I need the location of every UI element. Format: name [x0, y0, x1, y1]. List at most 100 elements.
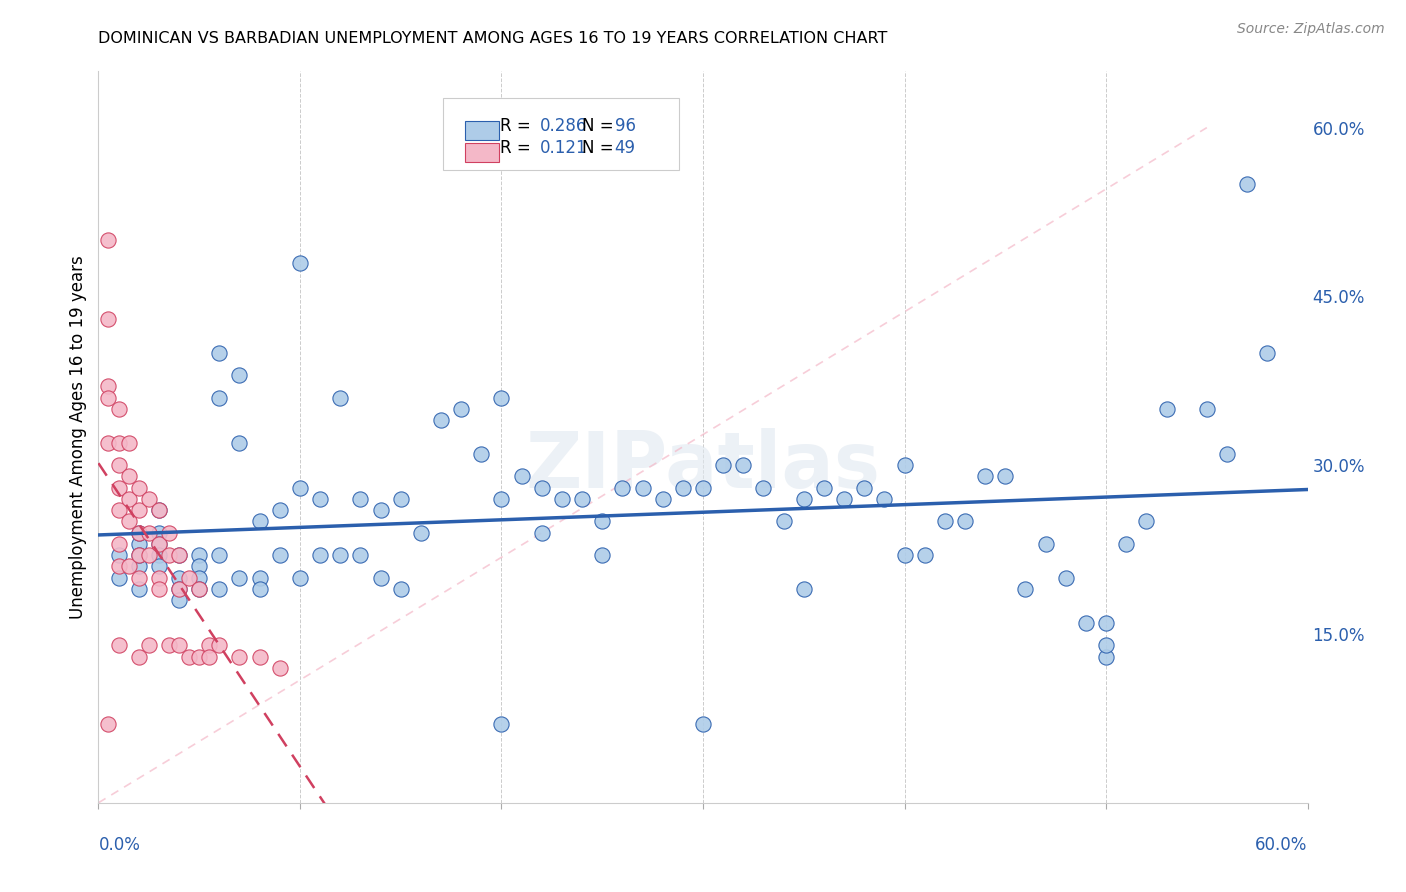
Point [1216, 447, 1239, 461]
Point [370, 571, 392, 585]
Point [1035, 537, 1057, 551]
Point [510, 469, 533, 483]
Point [148, 571, 170, 585]
Point [97, 233, 120, 247]
Point [188, 649, 211, 664]
Point [188, 559, 211, 574]
Point [167, 638, 190, 652]
Text: 0.121: 0.121 [540, 139, 588, 157]
Point [853, 481, 876, 495]
Point [128, 537, 150, 551]
Point [157, 525, 180, 540]
Point [107, 571, 129, 585]
Point [491, 491, 513, 506]
Text: DOMINICAN VS BARBADIAN UNEMPLOYMENT AMONG AGES 16 TO 19 YEARS CORRELATION CHART: DOMINICAN VS BARBADIAN UNEMPLOYMENT AMON… [98, 31, 887, 46]
Point [470, 447, 492, 461]
Point [288, 255, 311, 269]
FancyBboxPatch shape [443, 98, 679, 170]
Point [269, 503, 291, 517]
Point [208, 638, 231, 652]
Point [107, 537, 129, 551]
Point [118, 491, 141, 506]
Text: R =: R = [501, 117, 536, 136]
Point [994, 469, 1017, 483]
Point [97, 312, 120, 326]
Point [329, 391, 352, 405]
Text: 0.0%: 0.0% [98, 836, 141, 854]
Point [893, 548, 915, 562]
Point [349, 548, 371, 562]
Point [157, 548, 180, 562]
Point [167, 548, 190, 562]
Point [530, 481, 553, 495]
Point [228, 571, 250, 585]
Text: 0.286: 0.286 [540, 117, 588, 136]
Point [491, 391, 513, 405]
Point [591, 515, 613, 529]
Point [571, 491, 593, 506]
Point [148, 525, 170, 540]
Point [128, 503, 150, 517]
Point [97, 391, 120, 405]
Point [692, 481, 714, 495]
Point [591, 548, 613, 562]
Point [188, 582, 211, 596]
Point [138, 491, 160, 506]
Point [138, 548, 160, 562]
Point [551, 491, 574, 506]
Point [1074, 615, 1097, 630]
Point [772, 515, 794, 529]
Point [128, 525, 150, 540]
Point [953, 515, 976, 529]
Point [128, 548, 150, 562]
Point [128, 548, 150, 562]
Point [128, 481, 150, 495]
Point [148, 537, 170, 551]
Point [249, 582, 271, 596]
Text: Source: ZipAtlas.com: Source: ZipAtlas.com [1237, 22, 1385, 37]
Point [612, 481, 634, 495]
Point [179, 571, 201, 585]
Point [118, 435, 141, 450]
Point [208, 582, 231, 596]
Point [228, 435, 250, 450]
FancyBboxPatch shape [465, 121, 499, 140]
Point [148, 537, 170, 551]
Point [228, 649, 250, 664]
Point [288, 571, 311, 585]
Point [409, 525, 432, 540]
Point [1095, 649, 1118, 664]
Point [269, 548, 291, 562]
Point [118, 515, 141, 529]
Point [269, 661, 291, 675]
Point [1095, 638, 1118, 652]
Point [208, 548, 231, 562]
Point [138, 638, 160, 652]
Point [288, 481, 311, 495]
Point [329, 548, 352, 562]
Point [893, 458, 915, 473]
Point [1236, 177, 1258, 191]
Point [167, 593, 190, 607]
Point [934, 515, 956, 529]
Point [1095, 615, 1118, 630]
Point [148, 582, 170, 596]
Point [752, 481, 775, 495]
Point [692, 717, 714, 731]
Point [167, 582, 190, 596]
Point [1054, 571, 1077, 585]
Point [148, 503, 170, 517]
Point [208, 391, 231, 405]
Point [128, 571, 150, 585]
Point [107, 638, 129, 652]
Point [208, 345, 231, 359]
Point [138, 525, 160, 540]
Point [167, 571, 190, 585]
Point [148, 559, 170, 574]
Point [309, 548, 332, 562]
Point [118, 559, 141, 574]
Point [107, 458, 129, 473]
Point [631, 481, 654, 495]
Point [97, 379, 120, 393]
Point [107, 401, 129, 416]
